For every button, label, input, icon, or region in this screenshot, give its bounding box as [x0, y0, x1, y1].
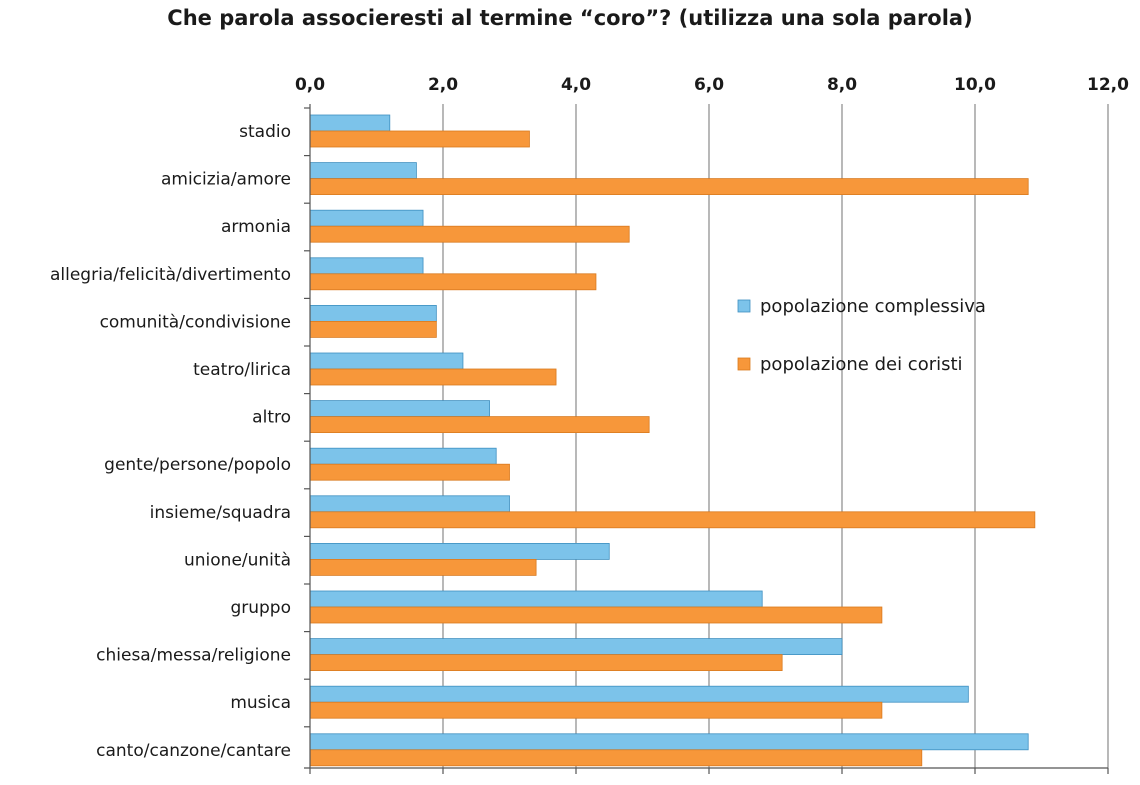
- legend-label: popolazione dei coristi: [760, 354, 963, 375]
- category-label: chiesa/messa/religione: [96, 646, 291, 666]
- x-tick-label: 0,0: [295, 75, 325, 95]
- gridlines: [304, 104, 1109, 774]
- x-tick-label: 12,0: [1087, 75, 1129, 95]
- bar-coristi: [309, 320, 437, 338]
- bars: [309, 114, 1036, 767]
- bar-complessiva: [309, 114, 391, 132]
- category-label: armonia: [221, 217, 291, 237]
- legend-swatch: [737, 299, 751, 313]
- category-label: altro: [252, 408, 291, 428]
- bar-complessiva: [309, 590, 763, 608]
- bar-complessiva: [309, 400, 490, 418]
- bar-complessiva: [309, 352, 464, 370]
- legend-label: popolazione complessiva: [760, 296, 986, 317]
- bar-complessiva: [309, 638, 843, 655]
- bar-complessiva: [309, 257, 424, 275]
- category-label: gruppo: [230, 598, 291, 618]
- category-label: amicizia/amore: [161, 170, 291, 190]
- category-label: teatro/lirica: [193, 360, 291, 380]
- bar-coristi: [309, 463, 510, 481]
- bar-complessiva: [309, 733, 1029, 751]
- x-tick-label: 8,0: [827, 75, 857, 95]
- x-tick-label: 6,0: [694, 75, 724, 95]
- bar-coristi: [309, 559, 537, 576]
- category-label: insieme/squadra: [150, 503, 291, 523]
- category-labels: stadio amicizia/amore armonia allegria/feli…: [50, 122, 291, 761]
- category-label: gente/persone/popolo: [104, 455, 291, 475]
- bar-complessiva: [309, 209, 424, 227]
- category-label: musica: [230, 693, 291, 713]
- bar-complessiva: [309, 543, 610, 560]
- legend-swatch: [737, 357, 751, 371]
- bar-complessiva: [309, 162, 417, 180]
- x-tick-label: 2,0: [428, 75, 458, 95]
- bar-coristi: [309, 130, 530, 148]
- bar-complessiva: [309, 495, 510, 513]
- chart-title: Che parola associeresti al termine “coro…: [167, 6, 973, 30]
- legend: popolazione complessiva popolazione dei c…: [737, 296, 986, 375]
- x-tick-label: 10,0: [954, 75, 996, 95]
- bar-coristi: [309, 701, 883, 719]
- category-label: canto/canzone/cantare: [96, 741, 291, 761]
- x-axis-ticks: 0,0 2,0 4,0 6,0 8,0 10,0 12,0: [295, 75, 1129, 95]
- bar-coristi: [309, 178, 1029, 196]
- bar-coristi: [309, 416, 650, 434]
- bar-complessiva: [309, 304, 437, 322]
- category-label: stadio: [239, 122, 291, 142]
- bar-coristi: [309, 368, 557, 386]
- bar-coristi: [309, 749, 923, 767]
- bar-coristi: [309, 225, 630, 243]
- bar-coristi: [309, 511, 1036, 529]
- bar-coristi: [309, 273, 597, 291]
- bar-complessiva: [309, 447, 497, 465]
- x-tick-label: 4,0: [561, 75, 591, 95]
- bar-complessiva: [309, 685, 969, 703]
- bar-coristi: [309, 654, 783, 671]
- category-label: comunità/condivisione: [100, 312, 291, 332]
- category-label: unione/unità: [184, 550, 291, 570]
- bar-coristi: [309, 606, 883, 624]
- category-label: allegria/felicità/divertimento: [50, 265, 291, 285]
